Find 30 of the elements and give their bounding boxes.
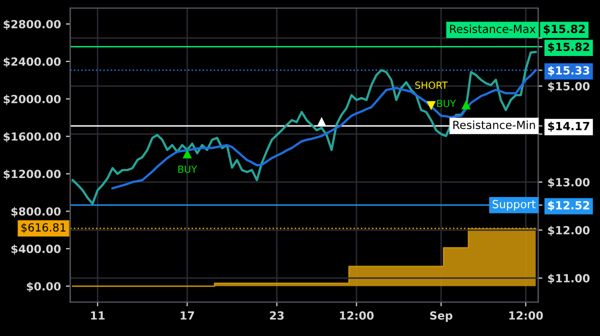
y-tick-label: $800.00 <box>11 207 61 218</box>
y-tick-label: $400.00 <box>11 244 61 255</box>
x-tick-label: Sep <box>430 311 452 322</box>
x-tick-label: 11 <box>91 311 105 320</box>
x-tick-label: 23 <box>270 311 284 320</box>
y2-tick-label: $15.33 <box>548 66 590 76</box>
y2-tick-label: $12.00 <box>548 226 590 236</box>
x-tick-label: 12:00 <box>509 311 543 320</box>
y2-tick-label: $13.00 <box>548 178 590 188</box>
y-tick-label: $2800.00 <box>4 20 61 30</box>
legend-label: Resistance-Max <box>450 24 536 34</box>
y-tick-label: $1600.00 <box>4 132 61 142</box>
y-tick-label: $1200.00 <box>4 170 61 180</box>
y2-tick-label: $12.52 <box>548 200 590 211</box>
annotation: SHORT <box>415 82 448 89</box>
y2-tick-label: $11.00 <box>548 274 590 284</box>
ref-line-label: Resistance-Min <box>453 120 535 130</box>
annotation: BUY <box>178 166 198 173</box>
x-tick-label: 17 <box>180 311 194 320</box>
y2-tick-label: $15.00 <box>548 82 590 92</box>
y2-tick-label: $15.82 <box>548 42 590 53</box>
ref-line-label: Support <box>492 200 536 210</box>
y2-tick-label: $14.17 <box>548 122 590 132</box>
annotation: BUY <box>437 100 456 108</box>
x-tick-label: 12:00 <box>340 311 374 320</box>
text: $15.82 <box>544 24 585 35</box>
y-tick-label: $2400.00 <box>4 57 61 68</box>
y-tick-label: $2000.00 <box>4 94 61 105</box>
ref-line-label: $616.81 <box>21 223 66 234</box>
y-tick-label: $0.00 <box>26 282 61 292</box>
